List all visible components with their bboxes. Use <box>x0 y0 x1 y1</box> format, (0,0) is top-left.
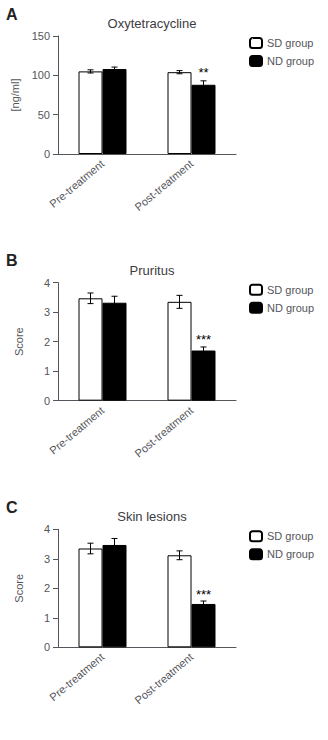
svg-text:SD group: SD group <box>267 37 313 49</box>
svg-text:50: 50 <box>38 109 50 121</box>
svg-text:B: B <box>6 252 18 269</box>
svg-text:SD group: SD group <box>267 284 313 296</box>
svg-text:100: 100 <box>32 69 50 81</box>
svg-text:Pre-treatment: Pre-treatment <box>47 651 106 703</box>
svg-text:Post-treatment: Post-treatment <box>132 651 195 707</box>
svg-text:4: 4 <box>44 523 50 535</box>
svg-text:Score: Score <box>13 574 25 603</box>
svg-text:Post-treatment: Post-treatment <box>132 404 195 460</box>
svg-text:ND group: ND group <box>267 302 314 314</box>
svg-text:1: 1 <box>44 365 50 377</box>
svg-text:0: 0 <box>44 395 50 407</box>
svg-text:***: *** <box>196 332 211 347</box>
svg-text:ND group: ND group <box>267 55 314 67</box>
svg-text:ND group: ND group <box>267 548 314 560</box>
svg-text:2: 2 <box>44 336 50 348</box>
svg-text:Skin lesions: Skin lesions <box>117 509 187 524</box>
svg-text:Pruritus: Pruritus <box>130 263 175 278</box>
svg-text:SD group: SD group <box>267 530 313 542</box>
svg-text:4: 4 <box>44 277 50 289</box>
svg-text:Post-treatment: Post-treatment <box>132 157 195 213</box>
svg-text:A: A <box>6 6 18 23</box>
svg-text:***: *** <box>196 587 211 602</box>
svg-text:0: 0 <box>44 641 50 653</box>
svg-text:2: 2 <box>44 582 50 594</box>
svg-text:C: C <box>6 499 18 516</box>
svg-text:3: 3 <box>44 306 50 318</box>
svg-text:0: 0 <box>44 148 50 160</box>
svg-text:1: 1 <box>44 612 50 624</box>
svg-text:**: ** <box>198 65 208 80</box>
svg-text:150: 150 <box>32 30 50 42</box>
svg-text:Score: Score <box>13 327 25 356</box>
svg-text:Pre-treatment: Pre-treatment <box>47 404 106 456</box>
svg-text:[ng/ml]: [ng/ml] <box>9 78 21 111</box>
svg-text:3: 3 <box>44 553 50 565</box>
svg-text:Pre-treatment: Pre-treatment <box>47 157 106 209</box>
svg-text:Oxytetracycline: Oxytetracycline <box>108 16 197 31</box>
